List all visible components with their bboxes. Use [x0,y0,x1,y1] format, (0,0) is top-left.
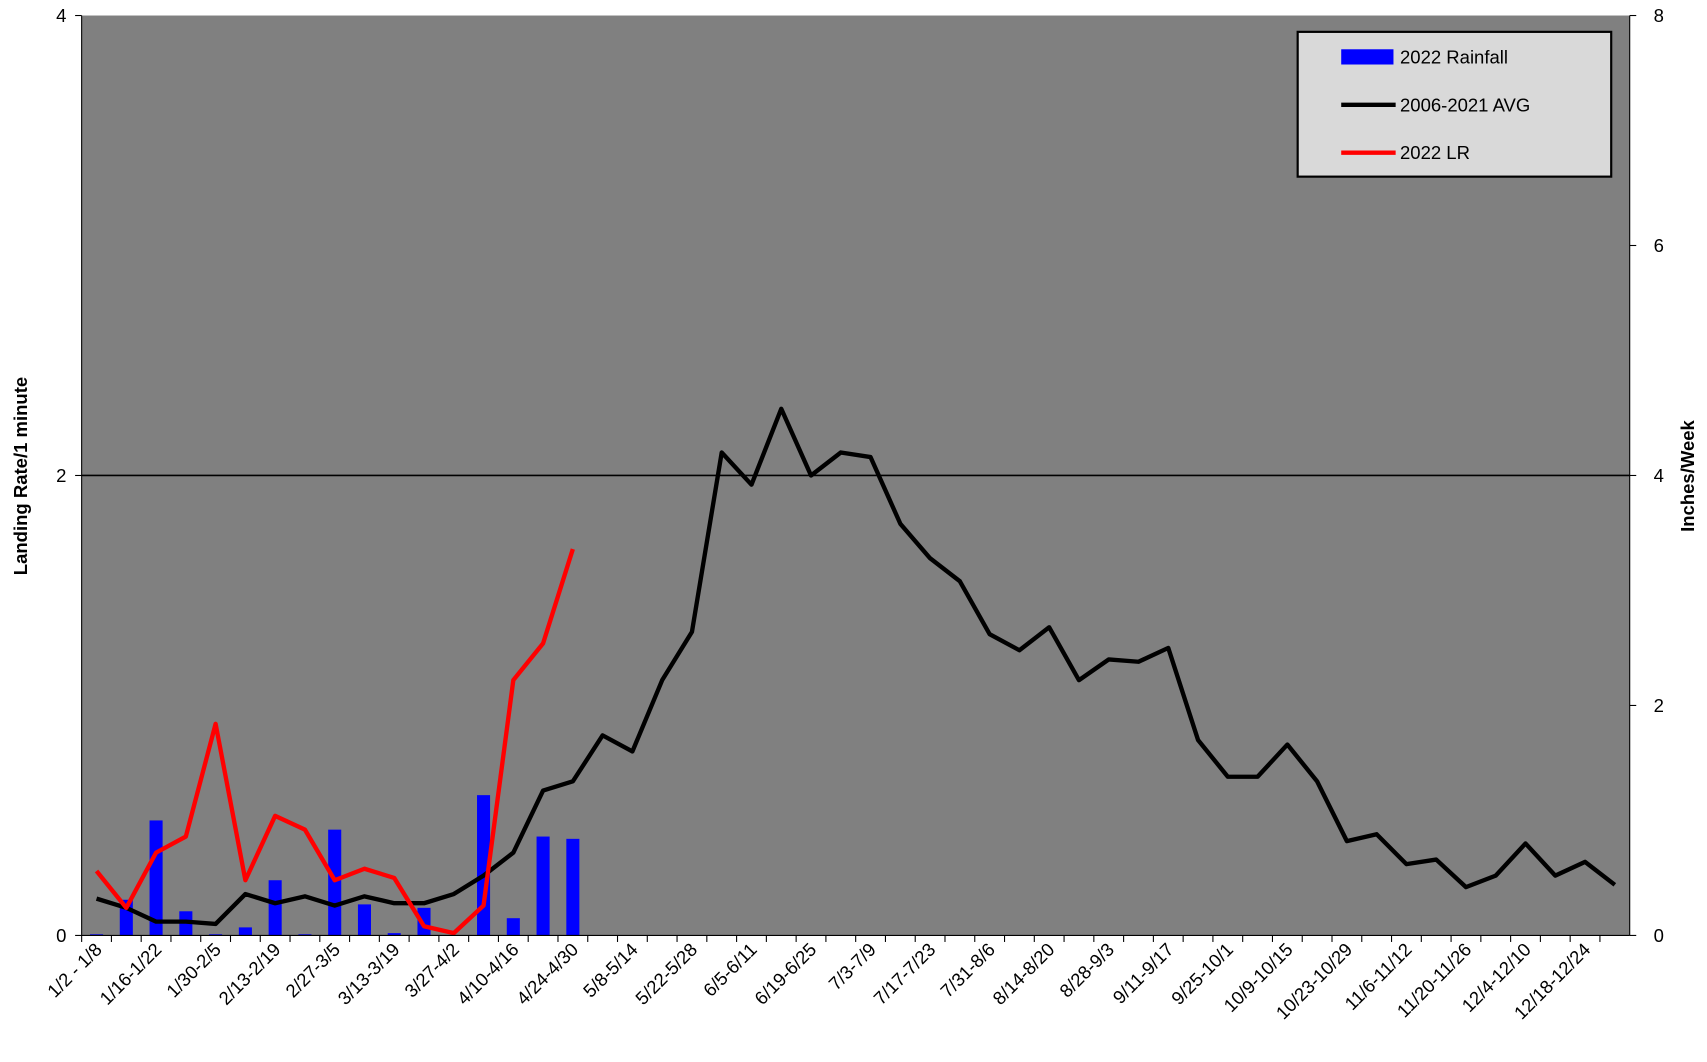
legend-swatch [1341,49,1394,65]
bar [387,933,401,936]
x-tick-label: 6/19-6/25 [750,939,820,1009]
bar [477,795,491,936]
bar [238,927,252,936]
bar [536,836,550,936]
y2-tick-label: 8 [1654,5,1664,26]
bar [268,880,282,936]
line [94,548,575,936]
y2-tick-label: 2 [1654,695,1664,716]
y2-tick-label: 4 [1654,465,1664,486]
legend: 2022 Rainfall 2006-2021 AVG 2022 LR [1296,30,1613,178]
x-tick-label: 7/3-7/9 [824,939,880,995]
x-tick-label: 3/13-3/19 [333,939,403,1009]
x-tick-label: 4/24-4/30 [512,939,582,1009]
x-tick-label: 7/17-7/23 [869,939,939,1009]
x-tick-label: 8/14-8/20 [988,939,1058,1009]
y-tick-label: 0 [56,925,66,946]
legend-label: 2006-2021 AVG [1400,94,1530,115]
bar [298,934,312,936]
bar [90,934,104,936]
x-tick-label: 9/11-9/17 [1108,939,1177,1008]
y2-axis-title: Inches/Week [1677,419,1698,531]
y-tick-label: 2 [56,465,66,486]
bar [209,934,223,936]
bar [566,838,580,936]
y-axis-title: Landing Rate/1 minute [10,377,31,575]
bar [506,918,520,936]
bar [328,829,342,936]
bar [357,904,371,936]
y-tick-label: 4 [56,5,66,26]
x-tick-label: 2/13-2/19 [214,939,284,1009]
x-tick-label: 4/10-4/16 [453,939,523,1009]
x-tick-label: 1/16-1/22 [95,939,165,1009]
y2-tick-label: 0 [1654,925,1664,946]
x-tick-label: 5/22-5/28 [631,939,701,1009]
y2-tick-label: 6 [1654,235,1664,256]
legend-label: 2022 Rainfall [1400,46,1508,67]
line [95,406,1617,927]
legend-label: 2022 LR [1400,142,1470,163]
